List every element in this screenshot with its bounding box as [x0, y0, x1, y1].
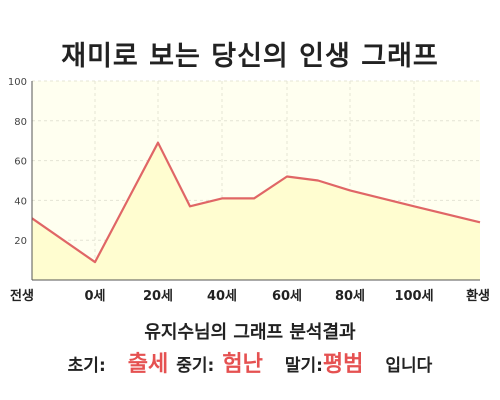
late-label: 말기:: [284, 356, 323, 376]
x-tick-label: 20세: [143, 289, 173, 304]
y-tick-label: 80: [14, 117, 27, 128]
suffix-text: 입니다: [385, 356, 433, 376]
late-value: 평범: [322, 352, 364, 377]
middle-value: 험난: [222, 352, 263, 377]
area-fill: [32, 142, 480, 280]
x-tick-label: 60세: [272, 289, 302, 304]
middle-label: 중기:: [176, 356, 215, 376]
x-tick-label: 전생: [10, 288, 34, 304]
life-graph-chart: 20 40 60 80 100 전생 0세 20세 40세 60세 80세 100세 환생: [8, 77, 490, 304]
early-value: 출세: [127, 352, 169, 377]
x-tick-label: 40세: [207, 289, 237, 304]
page-title: 재미로 보는 당신의 인생 그래프: [61, 41, 439, 72]
analysis-title: 유지수님의 그래프 분석결과: [144, 322, 356, 343]
y-tick-label: 20: [14, 236, 27, 247]
life-line: [31, 141, 481, 264]
analysis-result: 초기: 출세 중기: 험난 말기:평범 입니다: [0, 346, 500, 378]
early-label: 초기:: [67, 356, 106, 376]
x-tick-label: 80세: [335, 289, 365, 304]
y-tick-label: 100: [8, 77, 27, 88]
y-tick-label: 60: [14, 157, 27, 168]
y-tick-label: 40: [14, 196, 27, 207]
x-tick-label: 0세: [84, 289, 105, 304]
x-tick-label: 100세: [394, 289, 433, 304]
x-tick-label: 환생: [466, 288, 490, 304]
